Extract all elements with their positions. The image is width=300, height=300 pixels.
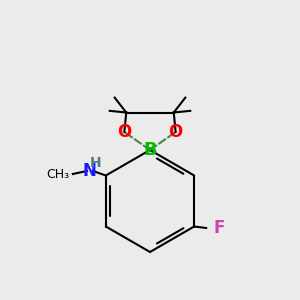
Text: CH₃: CH₃: [46, 168, 69, 181]
Text: O: O: [169, 123, 183, 141]
Text: H: H: [90, 156, 102, 170]
Text: B: B: [143, 141, 157, 159]
Text: F: F: [214, 219, 225, 237]
Text: N: N: [82, 162, 96, 180]
Text: O: O: [117, 123, 131, 141]
